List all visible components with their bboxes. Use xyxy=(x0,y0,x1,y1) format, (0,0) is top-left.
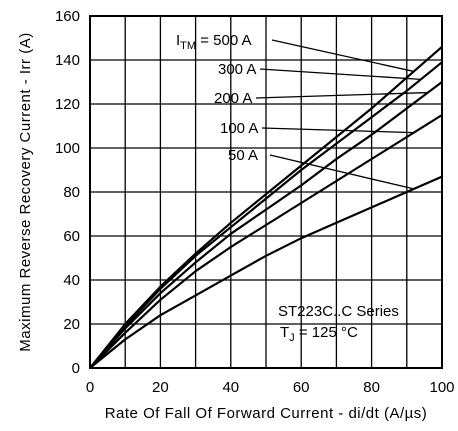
y-tick-label: 40 xyxy=(63,272,80,289)
grid xyxy=(90,16,442,368)
series-line xyxy=(89,81,443,369)
series-label: 50 A xyxy=(228,147,258,164)
series-labels: 300 A 200 A 100 A 50 A xyxy=(214,61,258,164)
y-axis-label: Maximum Reverse Recovery Current - Irr (… xyxy=(17,32,34,351)
y-tick-label: 120 xyxy=(55,96,80,113)
leader-line xyxy=(269,154,414,190)
y-tick-label: 0 xyxy=(72,360,80,377)
x-tick-label: 40 xyxy=(222,379,239,396)
y-tick-label: 140 xyxy=(55,52,80,69)
tj-subscript: J xyxy=(289,332,295,344)
y-tick-label: 100 xyxy=(55,140,80,157)
x-tick-label: 20 xyxy=(152,379,169,396)
x-tick-label: 80 xyxy=(363,379,380,396)
x-tick-label: 60 xyxy=(293,379,310,396)
x-tick-label: 0 xyxy=(86,379,94,396)
tj-value: = 125 °C xyxy=(295,324,358,341)
label-leader-lines xyxy=(255,39,428,190)
x-axis-label: Rate Of Fall Of Forward Current - di/dt … xyxy=(105,405,428,422)
y-tick-label: 60 xyxy=(63,228,80,245)
itm-subscript: TM xyxy=(180,40,196,52)
series-line xyxy=(89,45,443,369)
leader-line xyxy=(259,68,421,81)
series-lines xyxy=(89,45,443,369)
series-label: 200 A xyxy=(214,90,252,107)
tj-symbol: T xyxy=(280,324,289,341)
leader-line xyxy=(271,39,414,73)
series-line xyxy=(89,61,443,369)
device-series-name: ST223C..C Series xyxy=(278,303,399,320)
y-tick-label: 20 xyxy=(63,316,80,333)
series-label: 100 A xyxy=(220,120,258,137)
itm-value: = 500 A xyxy=(196,32,251,49)
x-tick-label: 100 xyxy=(429,379,454,396)
itm-symbol: I xyxy=(176,32,180,49)
leader-line xyxy=(261,127,414,134)
series-line xyxy=(89,175,443,369)
y-tick-label: 160 xyxy=(55,8,80,25)
itm-label: ITM = 500 A xyxy=(176,32,252,52)
series-line xyxy=(89,114,443,369)
plot-frame xyxy=(89,15,443,369)
junction-temperature-label: TJ = 125 °C xyxy=(280,324,358,344)
leader-line xyxy=(255,91,428,99)
y-tick-label: 80 xyxy=(63,184,80,201)
tick-labels: 0 20 40 60 80 100 0 20 40 60 80 100 120 140 160 xyxy=(55,8,455,396)
series-label: 300 A xyxy=(218,61,256,78)
